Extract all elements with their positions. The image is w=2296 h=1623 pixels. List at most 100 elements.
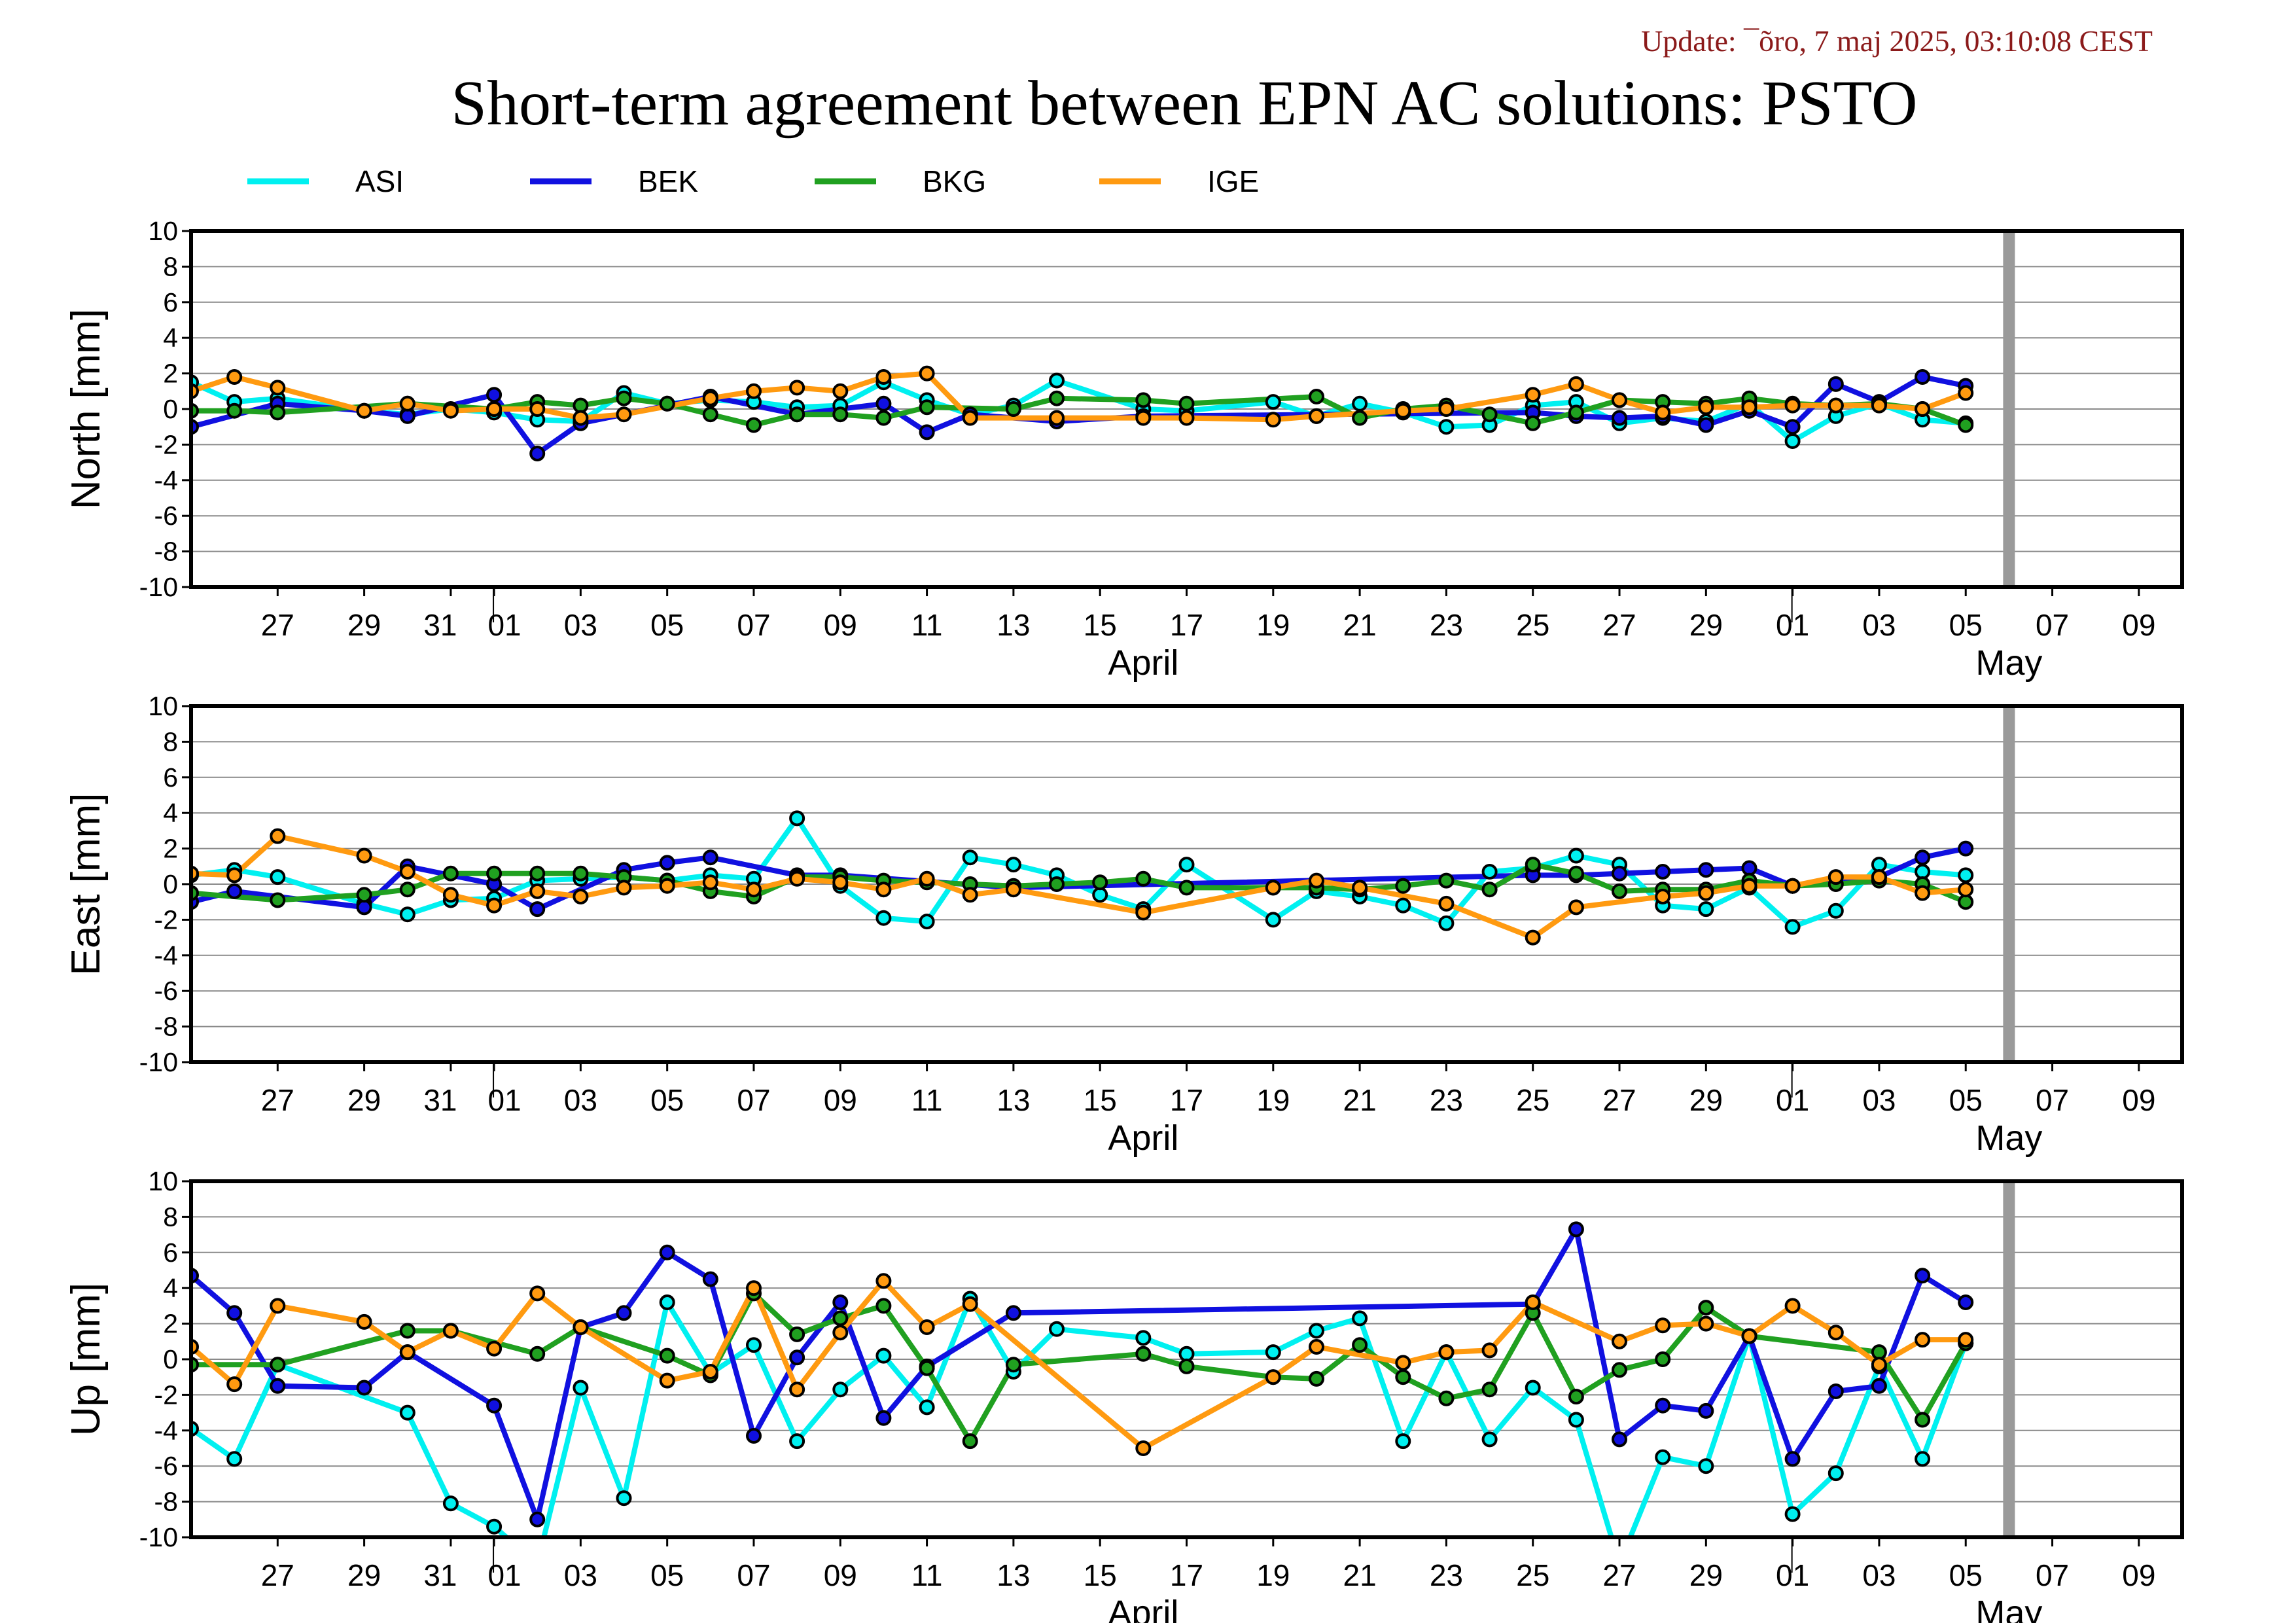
data-point-asi — [1568, 847, 1584, 864]
data-point-ige — [356, 1313, 372, 1330]
data-point-bkg — [659, 1347, 675, 1364]
x-tick-label: 09 — [2122, 608, 2155, 642]
series-line-asi — [191, 1296, 1968, 1537]
y-tick-label: 10 — [148, 691, 178, 721]
data-point-ige — [659, 878, 675, 894]
y-tick-label: -6 — [154, 501, 178, 531]
data-point-asi — [1438, 915, 1455, 931]
data-point-ige — [1265, 1369, 1281, 1385]
data-point-asi — [1828, 902, 1844, 919]
x-tick-label: 27 — [261, 1558, 294, 1592]
data-point-bkg — [1568, 865, 1584, 882]
data-point-bek — [1698, 1402, 1714, 1419]
data-point-asi — [1352, 1310, 1368, 1327]
x-tick-label: 27 — [1602, 1558, 1636, 1592]
x-tick-label: 03 — [1862, 608, 1896, 642]
data-point-ige — [1265, 880, 1281, 896]
data-point-bek — [486, 1397, 503, 1414]
series-layer — [191, 365, 1974, 461]
data-point-asi — [875, 910, 892, 926]
series-line-bek — [191, 1226, 1968, 1522]
data-point-ige — [1915, 401, 1931, 417]
x-tick-label: 05 — [1949, 1558, 1983, 1592]
x-tick-label: 13 — [997, 1083, 1030, 1117]
data-point-bkg — [1481, 1382, 1498, 1398]
data-point-ige — [486, 401, 503, 417]
x-tick-label: 03 — [1862, 1558, 1896, 1592]
data-point-ige — [616, 880, 632, 896]
data-point-asi — [1698, 901, 1714, 918]
data-point-bkg — [1698, 1300, 1714, 1316]
plot-frame — [189, 1179, 2184, 1539]
month-label: April — [1108, 1118, 1178, 1158]
data-point-bkg — [1481, 882, 1498, 898]
x-tick-label: 15 — [1084, 1558, 1117, 1592]
data-point-ige — [1915, 1332, 1931, 1348]
data-point-asi — [919, 914, 935, 930]
data-point-bkg — [875, 1298, 892, 1314]
data-point-bkg — [746, 417, 762, 433]
x-tick-label: 09 — [824, 608, 857, 642]
x-tick-label: 17 — [1170, 1083, 1203, 1117]
data-point-asi — [1265, 912, 1281, 928]
data-point-bkg — [1655, 1351, 1671, 1367]
data-point-bkg — [1871, 1344, 1887, 1361]
y-tick-label: 4 — [163, 798, 178, 828]
data-point-bkg — [1135, 870, 1152, 887]
data-point-bkg — [789, 1326, 805, 1342]
data-point-bkg — [442, 865, 459, 882]
data-point-bek — [702, 1271, 718, 1287]
data-point-ige — [1612, 1333, 1627, 1349]
data-point-ige — [1784, 1298, 1801, 1314]
data-point-bkg — [1525, 857, 1541, 873]
y-tick-label: -4 — [154, 1416, 178, 1446]
x-tick-label: 05 — [650, 1558, 684, 1592]
data-point-bek — [789, 1349, 805, 1366]
x-tick-label: 31 — [423, 608, 457, 642]
data-point-asi — [226, 1451, 243, 1467]
data-point-ige — [1049, 410, 1065, 426]
data-point-ige — [1741, 1328, 1757, 1344]
data-point-bkg — [919, 399, 935, 416]
x-tick-label: 11 — [911, 1558, 943, 1592]
data-point-asi — [1135, 1330, 1152, 1346]
data-point-bek — [1784, 1451, 1801, 1467]
x-tick-label: 07 — [2036, 608, 2069, 642]
data-point-ige — [875, 882, 892, 898]
x-tick-label: 21 — [1343, 1083, 1377, 1117]
x-tick-label: 07 — [2036, 1558, 2069, 1592]
legend-label-bek: BEK — [638, 164, 698, 198]
data-point-bek — [1828, 376, 1844, 392]
data-point-bkg — [1178, 880, 1195, 896]
y-tick-label: -2 — [154, 429, 178, 459]
data-point-asi — [1828, 1465, 1844, 1482]
y-tick-label: -6 — [154, 976, 178, 1006]
x-tick-label: 09 — [824, 1558, 857, 1592]
data-point-bkg — [270, 892, 286, 908]
data-point-ige — [702, 1364, 718, 1380]
series-layer — [191, 810, 1974, 946]
x-tick-label: 17 — [1170, 1558, 1203, 1592]
data-point-bkg — [1958, 417, 1974, 433]
data-point-bkg — [1352, 410, 1368, 426]
x-tick-label: 09 — [2122, 1083, 2155, 1117]
data-point-ige — [1698, 399, 1714, 416]
data-point-ige — [399, 395, 415, 412]
data-point-ige — [573, 889, 589, 904]
data-point-ige — [1612, 392, 1627, 408]
data-point-ige — [270, 828, 286, 844]
data-point-ige — [1438, 401, 1455, 417]
y-tick-label: -2 — [154, 904, 178, 935]
series-line-ige — [191, 833, 1966, 940]
x-tick-label: 05 — [1949, 1083, 1983, 1117]
x-tick-label: 15 — [1084, 608, 1117, 642]
data-point-bkg — [399, 1323, 415, 1339]
data-point-bkg — [399, 882, 415, 898]
data-point-ige — [1915, 885, 1931, 901]
x-tick-label: 07 — [2036, 1083, 2069, 1117]
data-point-ige — [1784, 397, 1801, 414]
data-point-bkg — [962, 1433, 978, 1450]
x-tick-label: 07 — [737, 608, 770, 642]
y-axis-label: Up [mm] — [63, 1283, 109, 1436]
